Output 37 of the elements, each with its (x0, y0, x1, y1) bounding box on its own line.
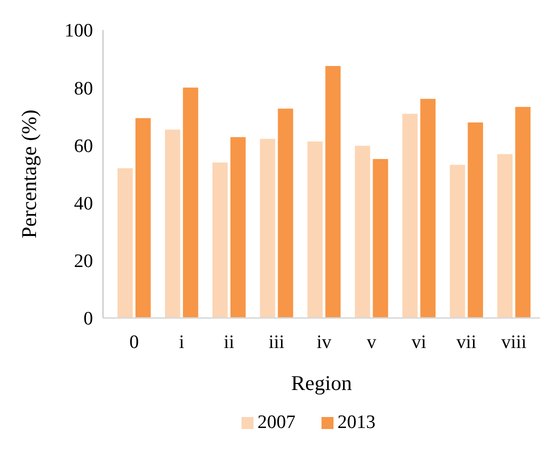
x-tick-label: viii (501, 332, 527, 353)
bar (497, 154, 513, 318)
bar (260, 138, 276, 318)
bar (117, 168, 133, 318)
bar (468, 122, 484, 318)
bar (164, 130, 180, 318)
bar (372, 159, 388, 318)
bar (354, 146, 370, 318)
x-tick-label: vi (412, 332, 426, 353)
bar (212, 162, 228, 318)
legend-label: 2013 (338, 412, 376, 433)
bar (278, 108, 294, 318)
x-tick-label: ii (224, 332, 234, 353)
bar (325, 66, 341, 318)
y-tick-label: 0 (84, 308, 93, 330)
bar (402, 114, 418, 318)
x-tick-label: v (366, 332, 377, 353)
x-tick-label: vii (456, 332, 476, 353)
bar (515, 106, 531, 318)
y-tick-label: 20 (74, 251, 93, 272)
y-tick-label: 80 (74, 78, 93, 100)
bar (182, 88, 198, 318)
y-tick-label: 100 (64, 20, 93, 42)
x-tick-label: i (178, 332, 184, 353)
y-tick-label: 40 (74, 193, 93, 214)
x-tick-label: iv (316, 332, 332, 353)
x-axis-title: Region (291, 371, 352, 395)
bar (420, 98, 436, 318)
bar (307, 141, 323, 318)
x-tick-label: 0 (129, 332, 139, 353)
bar (230, 137, 246, 318)
y-tick-label: 60 (74, 136, 93, 157)
bar (450, 164, 466, 318)
x-tick-label: iii (268, 332, 284, 353)
y-axis-title: Percentage (%) (17, 110, 41, 238)
bar (135, 118, 151, 318)
legend-label: 2007 (258, 412, 296, 433)
